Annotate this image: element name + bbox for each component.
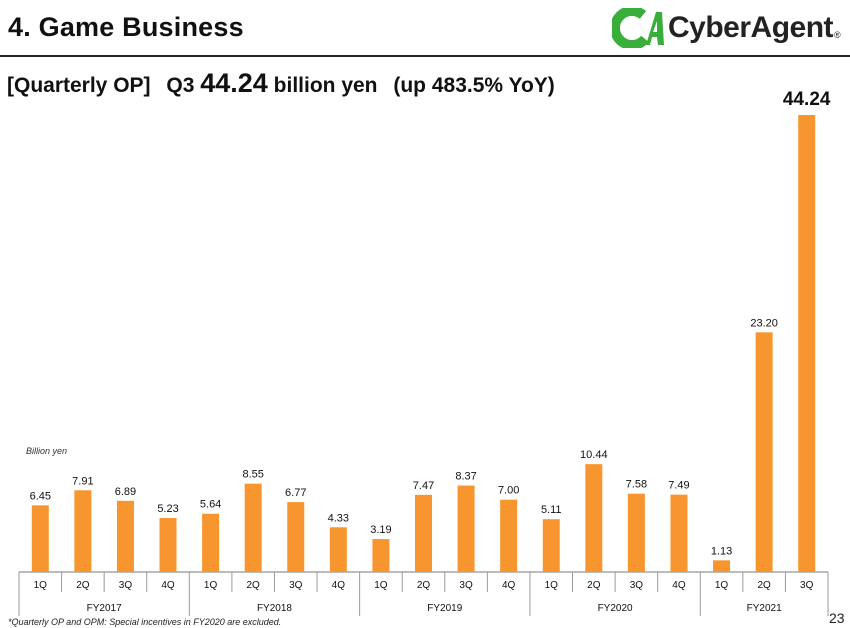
subtitle-bracket: [Quarterly OP] bbox=[7, 74, 151, 97]
data-label: 4.33 bbox=[328, 512, 349, 524]
chart-subtitle: [Quarterly OP] Q3 44.24 billion yen (up … bbox=[7, 68, 555, 99]
bar-fy2021-2q bbox=[755, 332, 773, 572]
quarter-tick-label: 2Q bbox=[247, 580, 261, 591]
quarter-tick-label: 2Q bbox=[757, 580, 771, 591]
page-number: 23 bbox=[829, 610, 845, 626]
bar-fy2018-1q bbox=[202, 513, 220, 572]
data-label: 7.91 bbox=[72, 475, 93, 487]
quarter-tick-label: 2Q bbox=[417, 580, 431, 591]
quarter-tick-label: 2Q bbox=[76, 580, 90, 591]
bar-fy2017-3q bbox=[116, 500, 134, 572]
quarter-tick-label: 4Q bbox=[502, 580, 516, 591]
bar-fy2020-2q bbox=[585, 464, 603, 572]
data-label: 6.89 bbox=[115, 486, 136, 498]
bar-fy2020-3q bbox=[627, 493, 645, 572]
ca-logo-icon: CA bbox=[612, 8, 664, 48]
bar-fy2019-2q bbox=[415, 494, 432, 572]
data-label: 6.77 bbox=[285, 487, 306, 499]
unit-label: Billion yen bbox=[26, 446, 68, 456]
quarter-tick-label: 4Q bbox=[672, 580, 686, 591]
data-label: 7.58 bbox=[626, 479, 647, 491]
data-label: 7.49 bbox=[668, 480, 689, 492]
quarter-tick-label: 2Q bbox=[587, 580, 601, 591]
data-label: 1.13 bbox=[711, 545, 732, 557]
quarter-tick-label: 1Q bbox=[545, 580, 559, 591]
data-label: 7.00 bbox=[498, 485, 519, 497]
bar-fy2021-3q bbox=[798, 115, 816, 572]
fiscal-year-label: FY2019 bbox=[427, 603, 462, 614]
quarter-tick-label: 1Q bbox=[715, 580, 729, 591]
data-label: 44.24 bbox=[783, 89, 831, 110]
registered-mark: ® bbox=[834, 30, 841, 40]
bar-fy2020-4q bbox=[670, 494, 688, 572]
fiscal-year-label: FY2021 bbox=[747, 603, 782, 614]
bar-fy2018-3q bbox=[287, 502, 305, 572]
bar-fy2017-4q bbox=[159, 517, 177, 572]
quarter-tick-label: 3Q bbox=[800, 580, 814, 591]
quarter-tick-label: 3Q bbox=[119, 580, 133, 591]
quarter-tick-label: 3Q bbox=[289, 580, 303, 591]
quarter-tick-label: 1Q bbox=[204, 580, 218, 591]
quarter-tick-label: 3Q bbox=[630, 580, 644, 591]
quarter-tick-label: 1Q bbox=[34, 580, 48, 591]
data-label: 6.45 bbox=[30, 490, 51, 502]
data-label: 23.20 bbox=[750, 317, 778, 329]
data-label: 5.64 bbox=[200, 499, 221, 511]
data-label: 8.37 bbox=[455, 471, 476, 483]
subtitle-value: 44.24 bbox=[200, 68, 268, 98]
data-label: 8.55 bbox=[242, 469, 263, 481]
subtitle-change: (up 483.5% YoY) bbox=[393, 74, 555, 97]
slide-title: 4. Game Business bbox=[8, 12, 244, 42]
fiscal-year-label: FY2020 bbox=[598, 603, 633, 614]
bar-fy2017-2q bbox=[74, 490, 92, 572]
quarter-tick-label: 1Q bbox=[374, 580, 388, 591]
fiscal-year-label: FY2018 bbox=[257, 603, 292, 614]
bar-fy2018-4q bbox=[329, 527, 347, 572]
bar-fy2019-3q bbox=[457, 485, 475, 572]
footnote: *Quarterly OP and OPM: Special incentive… bbox=[8, 617, 282, 627]
quarter-tick-label: 4Q bbox=[161, 580, 175, 591]
title-divider bbox=[0, 55, 850, 57]
bar-fy2021-1q bbox=[713, 560, 731, 572]
data-label: 7.47 bbox=[413, 480, 434, 492]
data-label: 10.44 bbox=[580, 449, 608, 461]
logo-wordmark: CyberAgent bbox=[668, 11, 834, 44]
bar-fy2018-2q bbox=[244, 483, 262, 572]
quarter-tick-label: 4Q bbox=[332, 580, 346, 591]
data-label: 5.11 bbox=[541, 504, 562, 516]
fiscal-year-label: FY2017 bbox=[87, 603, 122, 614]
data-label: 3.19 bbox=[370, 524, 391, 536]
logo-mark-text: CA bbox=[624, 24, 640, 36]
company-logo: CA CyberAgent ® bbox=[612, 8, 841, 48]
data-label: 5.23 bbox=[157, 503, 178, 515]
subtitle-unit: billion yen bbox=[273, 74, 378, 97]
bar-fy2019-1q bbox=[372, 539, 390, 572]
bar-fy2019-4q bbox=[500, 499, 518, 572]
subtitle-quarter: Q3 bbox=[166, 74, 195, 97]
bar-fy2020-1q bbox=[542, 519, 560, 572]
bar-fy2017-1q bbox=[31, 505, 49, 572]
quarter-tick-label: 3Q bbox=[459, 580, 473, 591]
